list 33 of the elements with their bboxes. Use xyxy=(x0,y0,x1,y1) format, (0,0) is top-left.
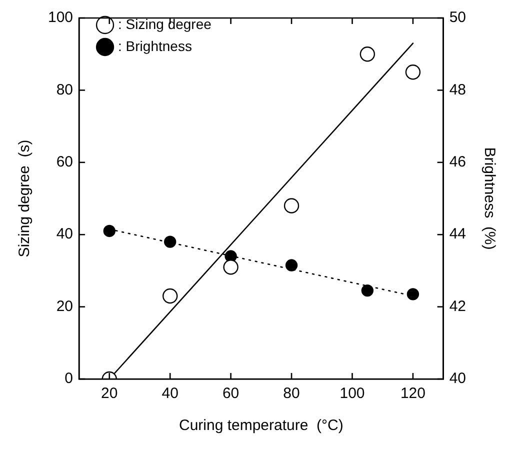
y-tick-label: 80 xyxy=(56,81,74,98)
y2-tick-label: 50 xyxy=(449,9,466,26)
point xyxy=(361,284,374,297)
point xyxy=(405,64,421,80)
y-tick-label: 0 xyxy=(64,370,74,388)
point xyxy=(360,46,376,62)
point xyxy=(406,288,420,300)
x-tick-label: 120 xyxy=(400,385,426,402)
y2-tick-label: 44 xyxy=(449,226,466,243)
legend-label: : Brightness xyxy=(118,38,192,54)
point xyxy=(285,259,298,272)
x-tick-label: 20 xyxy=(101,385,118,402)
x-tick-label: 60 xyxy=(222,385,240,402)
x-tick-label: 40 xyxy=(162,385,178,402)
x-tick-label: 80 xyxy=(283,385,300,402)
x-axis-title: Curing temperature (°C) xyxy=(178,417,344,434)
legend-label: : Sizing degree xyxy=(118,16,212,32)
point xyxy=(162,288,178,304)
y2-tick-label: 40 xyxy=(449,370,466,388)
y-axis-title: Sizing degree (s) xyxy=(16,140,34,258)
point xyxy=(223,259,238,275)
point xyxy=(164,236,176,248)
y2-tick-label: 48 xyxy=(449,81,466,98)
y2-tick-label: 42 xyxy=(449,298,466,315)
point xyxy=(284,198,300,214)
y2-axis-title: Brightness (%) xyxy=(480,147,498,250)
y-tick-label: 20 xyxy=(56,298,74,315)
y-tick-label: 60 xyxy=(56,154,74,171)
y2-tick-label: 46 xyxy=(449,154,466,171)
x-tick-label: 100 xyxy=(340,385,365,402)
point xyxy=(103,224,116,238)
y-tick-label: 100 xyxy=(48,9,74,26)
y-tick-label: 40 xyxy=(56,226,74,243)
